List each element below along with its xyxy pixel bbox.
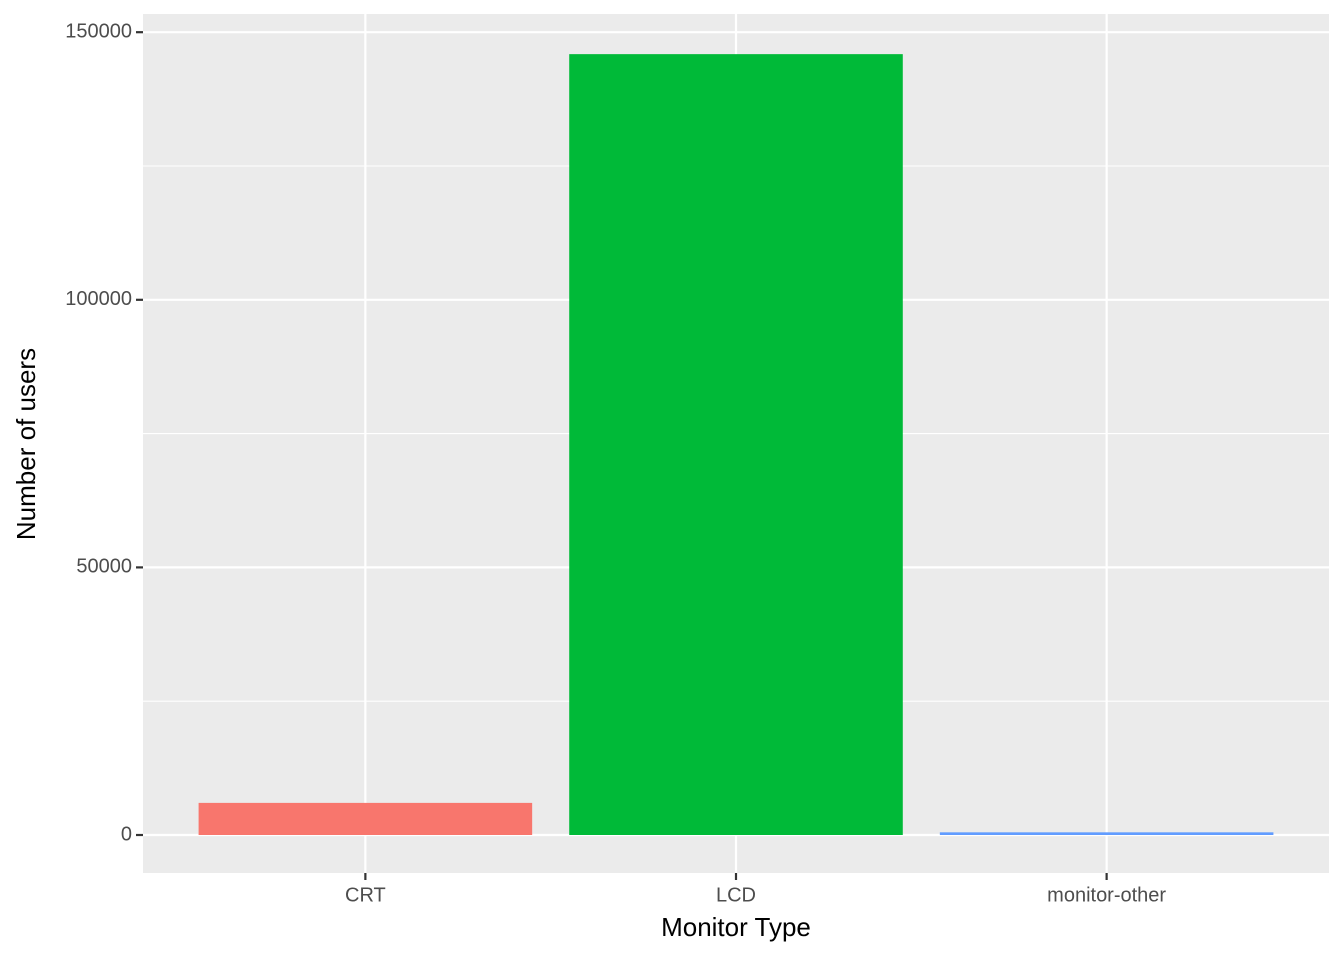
bar [939, 832, 1274, 836]
bar [198, 802, 533, 836]
y-axis-title: Number of users [11, 348, 41, 540]
plot-layer [143, 14, 1329, 873]
y-tick-label: 100000 [65, 288, 132, 310]
y-tick-label: 50000 [76, 556, 132, 578]
x-tick-label: monitor-other [1047, 884, 1166, 906]
x-axis-title: Monitor Type [661, 912, 811, 942]
y-tick-label: 0 [121, 823, 132, 845]
bar [569, 54, 903, 836]
x-tick-label: CRT [345, 884, 386, 906]
x-tick-label: LCD [716, 884, 756, 906]
y-tick-label: 150000 [65, 20, 132, 42]
